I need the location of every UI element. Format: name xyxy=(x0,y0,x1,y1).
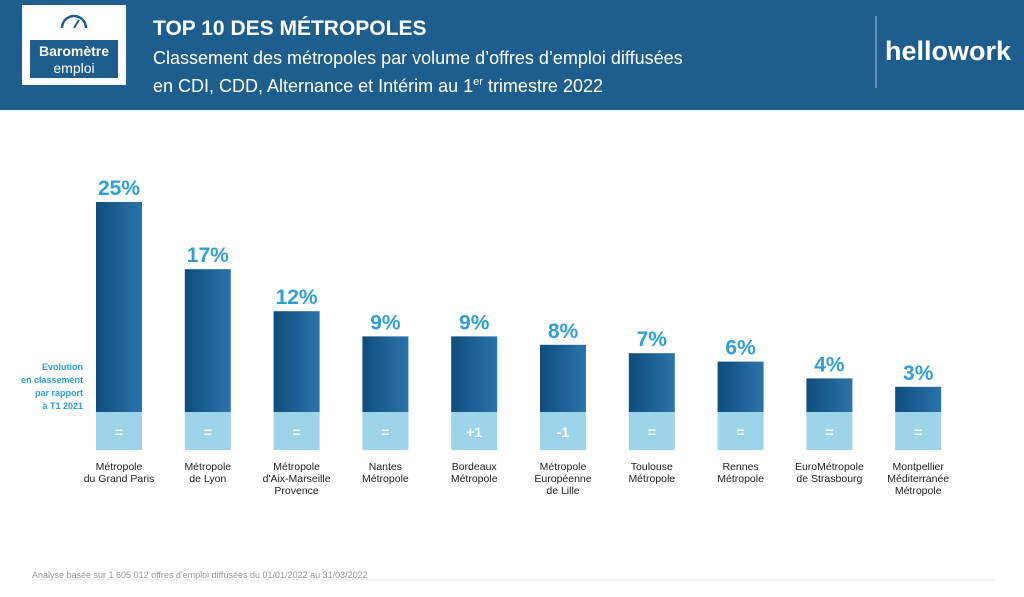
rank-box xyxy=(895,412,942,450)
logo-text: emploi xyxy=(53,60,94,76)
brand: hellowork xyxy=(885,36,1012,66)
subtitle: Classement des métropoles par volume d’o… xyxy=(153,48,683,68)
rank-box xyxy=(540,412,586,450)
subtitle-part: en CDI, CDD, Alternance et Intérim au 1 xyxy=(153,76,473,96)
rank-box xyxy=(96,412,142,450)
rank-change: = xyxy=(825,424,833,440)
rank-change: = xyxy=(293,424,301,440)
rank-change: +1 xyxy=(466,424,482,440)
category-label: Nantes xyxy=(369,461,402,473)
category-label: de Lyon xyxy=(189,473,226,485)
value-label: 6% xyxy=(725,337,756,360)
category-label: de Lille xyxy=(546,485,579,497)
value-label: 7% xyxy=(637,328,668,351)
value-label: 9% xyxy=(370,311,401,334)
category-label: Toulouse xyxy=(631,461,673,473)
rank-box xyxy=(451,412,498,450)
category-label: Provence xyxy=(274,485,319,497)
subtitle-part: trimestre 2022 xyxy=(483,76,603,96)
rank-box xyxy=(184,412,231,450)
value-label: 4% xyxy=(814,353,845,376)
value-label: 3% xyxy=(903,362,934,385)
logo-gauge xyxy=(60,14,88,29)
rank-change: = xyxy=(648,424,656,440)
bar xyxy=(451,336,498,412)
category-label: Montpellier xyxy=(893,461,945,473)
category-label: Métropole xyxy=(184,461,231,473)
bar xyxy=(362,336,409,412)
logo-text: Baromètre xyxy=(39,43,109,59)
category-label: Métropole xyxy=(451,473,498,485)
rank-change: = xyxy=(914,424,922,440)
bar xyxy=(96,202,142,412)
rank-change: = xyxy=(204,424,212,440)
rank-box xyxy=(806,412,853,450)
bar xyxy=(540,344,586,412)
rank-box xyxy=(273,412,320,450)
title: TOP 10 DES MÉTROPOLES xyxy=(153,17,426,40)
value-label: 25% xyxy=(98,177,140,200)
value-label: 8% xyxy=(548,320,579,343)
bar xyxy=(895,386,942,412)
category-label: Métropole xyxy=(96,461,143,473)
rank-change: -1 xyxy=(557,424,570,440)
logo-label-box xyxy=(30,40,118,78)
category-label: Métropole xyxy=(717,473,764,485)
rank-change: = xyxy=(115,424,123,440)
bar xyxy=(273,311,320,412)
subtitle-sup: er xyxy=(473,76,483,88)
rank-change: = xyxy=(381,424,389,440)
category-label: Rennes xyxy=(722,461,758,473)
rank-box xyxy=(717,412,764,450)
bar xyxy=(717,361,764,412)
rank-note: Evolution xyxy=(42,362,83,372)
category-label: Métropole xyxy=(540,461,587,473)
subtitle: en CDI, CDD, Alternance et Intérim au 1e… xyxy=(153,76,603,96)
value-label: 12% xyxy=(276,286,318,309)
category-label: Métropole xyxy=(362,473,409,485)
category-label: de Strasbourg xyxy=(796,473,862,485)
header-band xyxy=(0,0,1024,110)
rank-note: en classement xyxy=(21,375,83,385)
category-label: Métropole xyxy=(895,485,942,497)
bar xyxy=(628,353,675,412)
category-label: Métropole xyxy=(273,461,320,473)
category-label: Métropole xyxy=(628,473,675,485)
rank-note: par rapport xyxy=(35,388,83,398)
category-label: d'Aix-Marseille xyxy=(263,473,331,485)
category-label: Bordeaux xyxy=(452,461,498,473)
bar xyxy=(184,269,231,412)
category-label: Méditerranée xyxy=(887,473,949,485)
category-label: du Grand Paris xyxy=(84,473,155,485)
value-label: 17% xyxy=(187,244,229,267)
rank-change: = xyxy=(737,424,745,440)
footnote: Analyse basée sur 1 605 012 offres d'emp… xyxy=(32,570,368,580)
bar xyxy=(806,378,853,412)
category-label: Européenne xyxy=(534,473,591,485)
rank-box xyxy=(628,412,675,450)
rank-box xyxy=(362,412,409,450)
logo-needle xyxy=(73,19,80,29)
category-label: EuroMétropole xyxy=(795,461,864,473)
rank-note: à T1 2021 xyxy=(42,401,83,411)
value-label: 9% xyxy=(459,311,490,334)
